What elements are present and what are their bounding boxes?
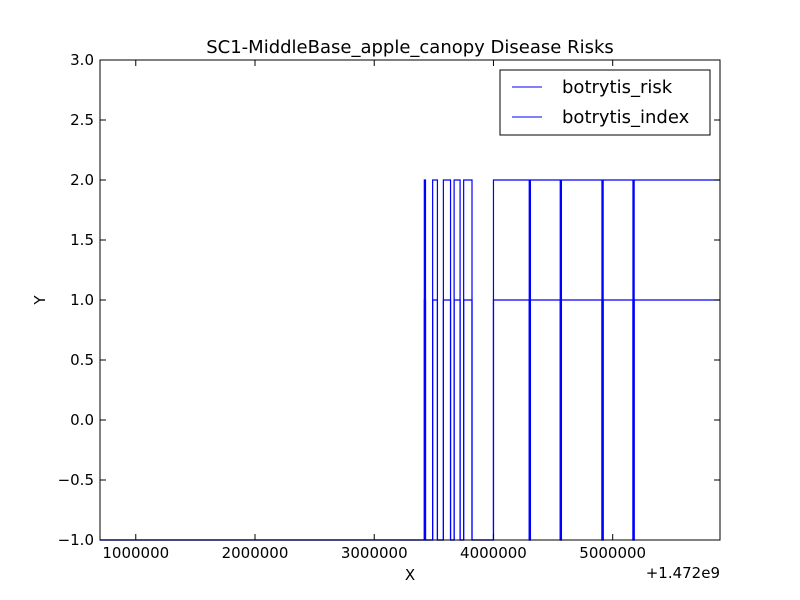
- y-tick-label: 0.5: [70, 351, 94, 369]
- y-tick-label: 1.0: [70, 291, 94, 309]
- y-tick-label: 3.0: [70, 51, 94, 69]
- legend-label-botrytis-risk: botrytis_risk: [562, 77, 673, 98]
- y-tick-label: 0.0: [70, 411, 94, 429]
- y-tick-label: 2.5: [70, 111, 94, 129]
- x-tick-label: 1000000: [102, 544, 169, 562]
- x-tick-label: 4000000: [460, 544, 527, 562]
- x-tick-label: 3000000: [341, 544, 408, 562]
- y-tick-label: 2.0: [70, 171, 94, 189]
- chart-title: SC1-MiddleBase_apple_canopy Disease Risk…: [206, 37, 614, 58]
- x-axis-label: X: [405, 566, 415, 584]
- y-axis-label: Y: [31, 295, 49, 306]
- x-offset-label: +1.472e9: [646, 564, 720, 582]
- x-tick-label: 5000000: [579, 544, 646, 562]
- y-tick-label: 1.5: [70, 231, 94, 249]
- legend-label-botrytis-index: botrytis_index: [562, 107, 690, 128]
- y-tick-label: −0.5: [58, 471, 94, 489]
- legend: botrytis_risk botrytis_index: [500, 70, 710, 135]
- x-tick-label: 2000000: [222, 544, 289, 562]
- y-tick-label: −1.0: [58, 531, 94, 549]
